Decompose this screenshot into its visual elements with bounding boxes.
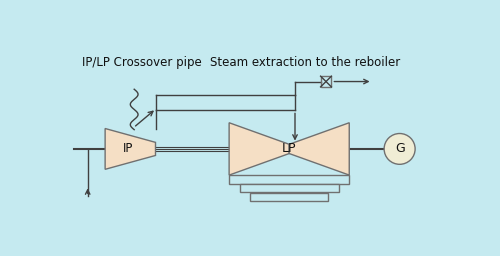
Polygon shape [229,123,289,175]
Text: IP: IP [122,142,133,155]
Polygon shape [289,123,349,175]
Text: G: G [395,142,404,155]
Bar [229,175,349,184]
Circle shape [384,134,415,164]
Polygon shape [105,129,156,169]
Bar [240,184,338,193]
Bar [320,76,332,87]
Bar [250,193,328,201]
Text: LP: LP [282,142,296,155]
Text: IP/LP Crossover pipe: IP/LP Crossover pipe [82,56,202,69]
Text: Steam extraction to the reboiler: Steam extraction to the reboiler [210,56,400,69]
